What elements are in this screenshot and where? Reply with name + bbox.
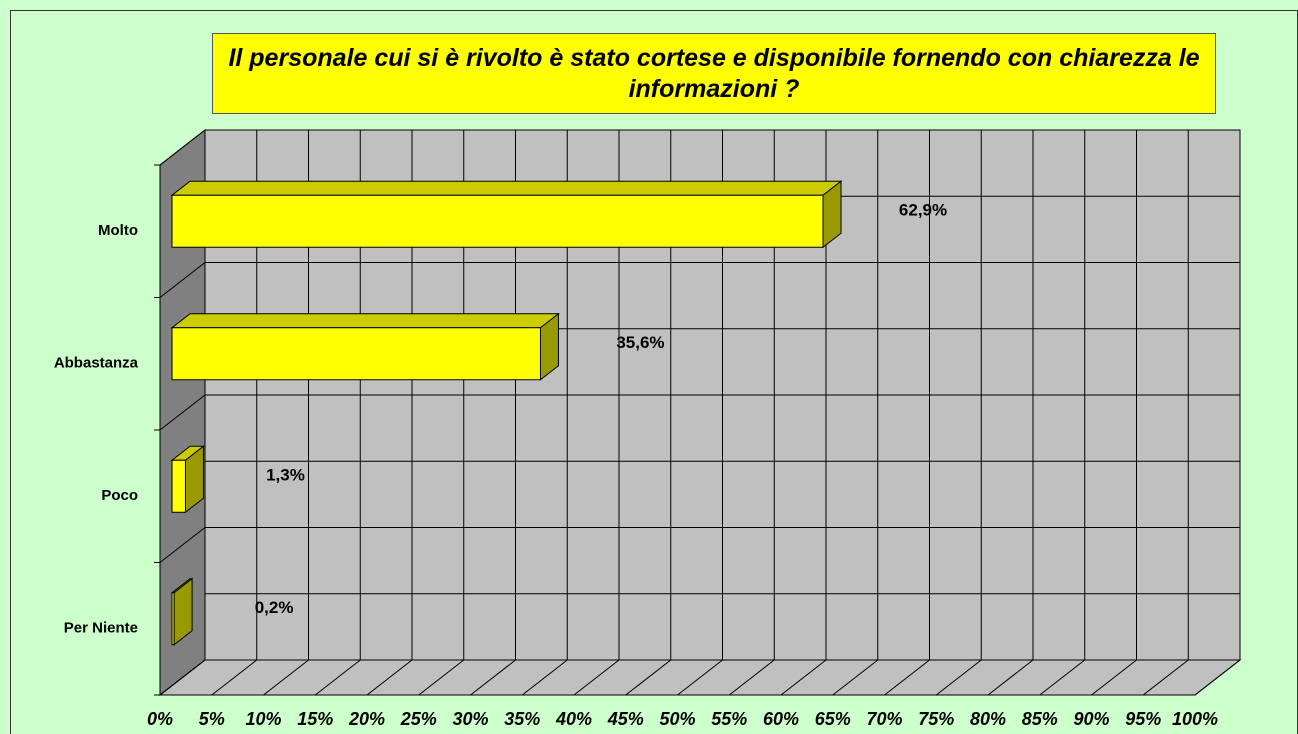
x-tick-label: 80% xyxy=(970,709,1006,729)
x-tick-label: 5% xyxy=(199,709,225,729)
x-tick-label: 0% xyxy=(147,709,173,729)
x-tick-label: 60% xyxy=(763,709,799,729)
left-wall-line xyxy=(159,129,206,166)
x-tick-label: 55% xyxy=(711,709,747,729)
floor-line xyxy=(1194,659,1241,696)
left-wall-line xyxy=(159,527,206,563)
x-tick-label: 40% xyxy=(555,709,592,729)
data-label: 1,3% xyxy=(266,466,305,485)
x-tick-label: 35% xyxy=(504,709,540,729)
left-wall-line xyxy=(159,394,206,431)
x-tick-label: 75% xyxy=(918,709,954,729)
x-tick-label: 45% xyxy=(607,709,644,729)
chart-title: Il personale cui si è rivolto è stato co… xyxy=(212,33,1216,114)
floor-line xyxy=(884,659,930,696)
floor-line xyxy=(159,659,206,696)
floor-line xyxy=(263,659,309,696)
x-tick-label: 50% xyxy=(659,709,695,729)
floor-line xyxy=(780,659,827,696)
x-tick-label: 95% xyxy=(1125,709,1161,729)
floor-line xyxy=(573,659,620,696)
bar-top xyxy=(170,313,560,329)
y-tick-label: Poco xyxy=(101,487,138,504)
floor-line xyxy=(366,659,413,696)
data-label: 62,9% xyxy=(899,201,947,220)
bar xyxy=(171,194,824,248)
floor-line xyxy=(211,659,258,696)
floor-line xyxy=(677,659,723,696)
left-wall-line xyxy=(159,262,206,298)
data-label: 0,2% xyxy=(255,598,294,617)
floor-line xyxy=(521,659,568,696)
y-tick-label: Abbastanza xyxy=(54,355,139,372)
bar xyxy=(171,327,541,381)
floor-line xyxy=(1091,659,1137,696)
x-tick-label: 90% xyxy=(1073,709,1109,729)
floor-line xyxy=(987,659,1034,696)
y-tick-label: Molto xyxy=(98,222,138,239)
floor-line xyxy=(935,659,982,696)
floor-line xyxy=(314,659,361,696)
data-label: 35,6% xyxy=(616,333,664,352)
bar xyxy=(171,592,175,646)
x-tick-label: 15% xyxy=(297,709,333,729)
floor-line xyxy=(418,659,465,696)
x-tick-label: 20% xyxy=(348,709,385,729)
floor-line xyxy=(1039,659,1086,696)
x-tick-label: 100% xyxy=(1172,709,1218,729)
x-tick-label: 70% xyxy=(866,709,902,729)
x-tick-label: 30% xyxy=(452,709,488,729)
floor-line xyxy=(728,659,775,696)
x-tick-label: 85% xyxy=(1022,709,1058,729)
x-tick-label: 10% xyxy=(245,709,281,729)
y-tick-label: Per Niente xyxy=(64,620,138,637)
x-tick-label: 25% xyxy=(400,709,437,729)
bar-top xyxy=(170,180,843,196)
floor-line xyxy=(625,659,672,696)
floor-line xyxy=(470,659,516,696)
floor-line xyxy=(832,659,879,696)
floor-line xyxy=(1142,659,1189,696)
bar xyxy=(171,459,186,513)
x-tick-label: 65% xyxy=(815,709,851,729)
